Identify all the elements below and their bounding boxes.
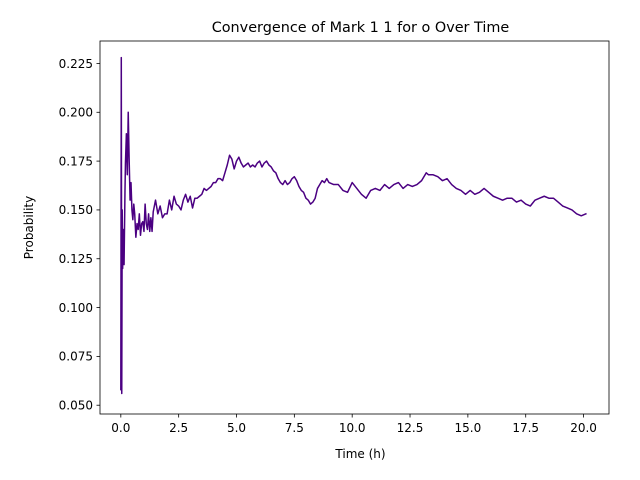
x-tick-label: 20.0: [570, 421, 597, 435]
x-tick-label: 17.5: [512, 421, 539, 435]
y-tick-label: 0.150: [59, 203, 93, 217]
y-tick-label: 0.125: [59, 252, 93, 266]
x-tick-label: 2.5: [169, 421, 188, 435]
y-tick-label: 0.075: [59, 350, 93, 364]
x-tick-label: 7.5: [285, 421, 304, 435]
x-axis-label: Time (h): [334, 447, 385, 461]
x-tick-label: 0.0: [111, 421, 130, 435]
y-tick-label: 0.225: [59, 57, 93, 71]
y-axis-label: Probability: [22, 196, 36, 259]
x-tick-label: 5.0: [227, 421, 246, 435]
plot-frame: [99, 40, 610, 415]
x-tick-label: 12.5: [397, 421, 424, 435]
x-axis-ticks: 0.0 2.5 5.0 7.5 10.0 12.5 15.0 17.5 20.0: [111, 414, 597, 435]
y-tick-label: 0.100: [59, 301, 93, 315]
series-layer: [120, 56, 587, 395]
y-tick-label: 0.050: [59, 399, 93, 413]
x-tick-label: 10.0: [339, 421, 366, 435]
y-tick-label: 0.175: [59, 154, 93, 168]
x-tick-label: 15.0: [455, 421, 482, 435]
series-line: [120, 56, 587, 395]
y-axis-ticks: 0.050 0.075 0.100 0.125 0.150 0.175 0.200 0.225: [59, 57, 100, 413]
y-tick-label: 0.200: [59, 106, 93, 120]
chart-title: Convergence of Mark 1 1 for o Over Time: [212, 20, 510, 36]
